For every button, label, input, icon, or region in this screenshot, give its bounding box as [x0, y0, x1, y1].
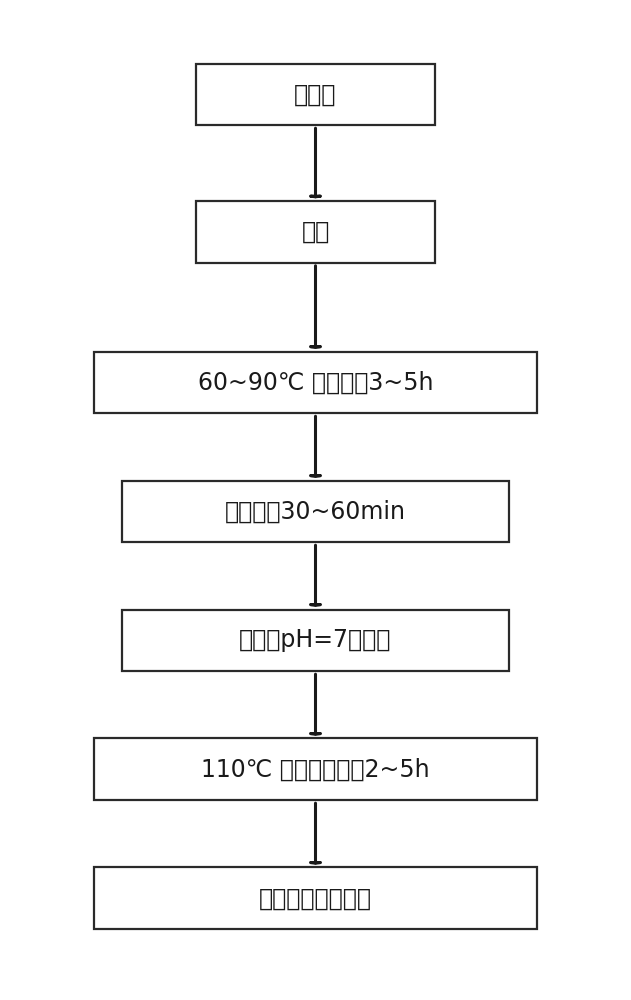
Text: 浮选矿: 浮选矿 [294, 82, 337, 106]
Text: 获得高纯微晶石墨: 获得高纯微晶石墨 [259, 886, 372, 910]
Bar [196, 201, 435, 263]
Text: 室温超声30~60min: 室温超声30~60min [225, 499, 406, 523]
Bar [94, 867, 537, 929]
Bar [122, 610, 509, 671]
Bar [94, 738, 537, 800]
Text: 水洗至pH=7，抽滤: 水洗至pH=7，抽滤 [239, 628, 392, 652]
Text: 混酸: 混酸 [302, 220, 329, 244]
Text: 110℃ 鼓风干燥箱，2~5h: 110℃ 鼓风干燥箱，2~5h [201, 757, 430, 781]
Bar [94, 352, 537, 413]
Bar [196, 64, 435, 125]
Text: 60~90℃ 水浴锅，3~5h: 60~90℃ 水浴锅，3~5h [198, 371, 433, 395]
Bar [122, 481, 509, 542]
